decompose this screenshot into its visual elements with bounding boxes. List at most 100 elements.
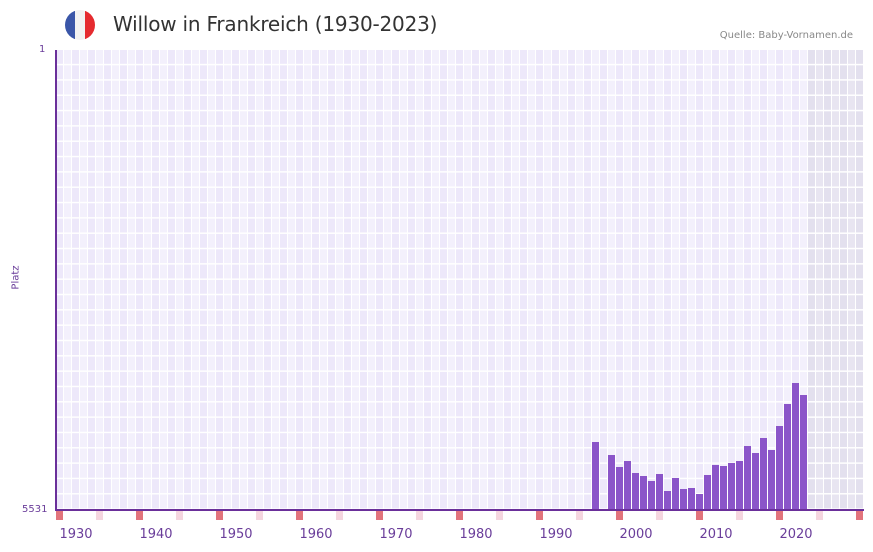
half-decade-marker <box>336 511 343 520</box>
grid-column <box>168 50 176 510</box>
bar-2018[interactable] <box>776 426 783 510</box>
bar-2013[interactable] <box>736 461 743 510</box>
grid-column <box>448 50 456 510</box>
bar-2001[interactable] <box>640 476 647 510</box>
x-tick-label: 1950 <box>219 527 253 542</box>
grid-column <box>288 50 296 510</box>
grid-column <box>640 50 648 510</box>
grid-column <box>336 50 344 510</box>
bar-2007[interactable] <box>688 488 695 510</box>
grid-column <box>344 50 352 510</box>
grid-column <box>504 50 512 510</box>
half-decade-marker <box>176 511 183 520</box>
y-axis-bottom-label: 5531 <box>22 504 48 515</box>
x-axis-line <box>55 509 864 511</box>
decade-marker <box>56 511 63 520</box>
grid-column <box>696 50 704 510</box>
grid-column <box>312 50 320 510</box>
grid-column <box>760 50 768 510</box>
grid-column <box>648 50 656 510</box>
bar-2017[interactable] <box>768 450 775 510</box>
half-decade-marker <box>576 511 583 520</box>
grid-column <box>472 50 480 510</box>
grid-column <box>512 50 520 510</box>
grid-column <box>744 50 752 510</box>
chart-title: Willow in Frankreich (1930-2023) <box>113 12 438 36</box>
bar-2003[interactable] <box>656 474 663 510</box>
grid-column <box>816 50 824 510</box>
grid-column <box>792 50 800 510</box>
grid-column <box>496 50 504 510</box>
grid-column <box>176 50 184 510</box>
bar-2020[interactable] <box>792 383 799 510</box>
grid-column <box>128 50 136 510</box>
grid-column <box>480 50 488 510</box>
bar-2014[interactable] <box>744 446 751 510</box>
bar-2008[interactable] <box>696 494 703 510</box>
bar-2002[interactable] <box>648 481 655 510</box>
grid-column <box>136 50 144 510</box>
y-axis-line <box>55 50 57 510</box>
grid-column <box>208 50 216 510</box>
grid-column <box>848 50 856 510</box>
grid-column <box>120 50 128 510</box>
grid-column <box>608 50 616 510</box>
grid-column <box>304 50 312 510</box>
half-decade-marker <box>96 511 103 520</box>
y-axis-top-label: 1 <box>39 44 46 55</box>
bar-2012[interactable] <box>728 463 735 510</box>
x-axis-ticks: 1930 1940 1950 1960 1970 1980 1990 2000 2010 2020 <box>0 527 873 547</box>
bar-series <box>56 50 864 510</box>
x-tick-label: 1960 <box>299 527 333 542</box>
x-tick-label: 1990 <box>539 527 573 542</box>
y-axis-title: Platz <box>10 265 22 290</box>
grid-column <box>152 50 160 510</box>
bar-2010[interactable] <box>712 465 719 510</box>
bar-2009[interactable] <box>704 475 711 510</box>
decade-marker <box>536 511 543 520</box>
grid-column <box>544 50 552 510</box>
grid-column <box>520 50 528 510</box>
grid-column <box>320 50 328 510</box>
decade-marker <box>776 511 783 520</box>
grid-column <box>840 50 848 510</box>
grid-column <box>584 50 592 510</box>
grid-column <box>592 50 600 510</box>
bar-1995[interactable] <box>592 442 599 510</box>
grid-column <box>632 50 640 510</box>
grid-column <box>184 50 192 510</box>
grid-column <box>664 50 672 510</box>
source-label: Quelle: Baby-Vornamen.de <box>719 30 853 41</box>
grid-column <box>704 50 712 510</box>
bar-2004[interactable] <box>664 491 671 510</box>
bar-1997[interactable] <box>608 455 615 510</box>
grid-column <box>736 50 744 510</box>
decade-marker <box>376 511 383 520</box>
bar-2016[interactable] <box>760 438 767 510</box>
bar-1999[interactable] <box>624 461 631 510</box>
bar-2006[interactable] <box>680 489 687 510</box>
bar-2005[interactable] <box>672 478 679 510</box>
half-decade-marker <box>256 511 263 520</box>
bar-2021[interactable] <box>800 395 807 510</box>
x-tick-label: 2020 <box>779 527 813 542</box>
half-decade-marker <box>736 511 743 520</box>
grid-column <box>88 50 96 510</box>
x-tick-label: 2000 <box>619 527 653 542</box>
bar-2011[interactable] <box>720 466 727 510</box>
grid-column <box>224 50 232 510</box>
grid-column <box>72 50 80 510</box>
bar-2015[interactable] <box>752 453 759 510</box>
grid-column <box>568 50 576 510</box>
half-decade-marker <box>496 511 503 520</box>
grid-column <box>536 50 544 510</box>
grid-column <box>824 50 832 510</box>
bar-2019[interactable] <box>784 404 791 510</box>
bar-1998[interactable] <box>616 467 623 510</box>
bar-2000[interactable] <box>632 473 639 510</box>
decade-marker <box>856 511 863 520</box>
decade-marker <box>136 511 143 520</box>
year-markers <box>56 511 864 520</box>
grid-column <box>360 50 368 510</box>
grid-column <box>384 50 392 510</box>
